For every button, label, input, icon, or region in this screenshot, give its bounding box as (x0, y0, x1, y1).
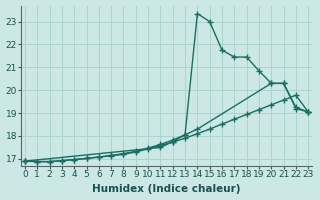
X-axis label: Humidex (Indice chaleur): Humidex (Indice chaleur) (92, 184, 241, 194)
